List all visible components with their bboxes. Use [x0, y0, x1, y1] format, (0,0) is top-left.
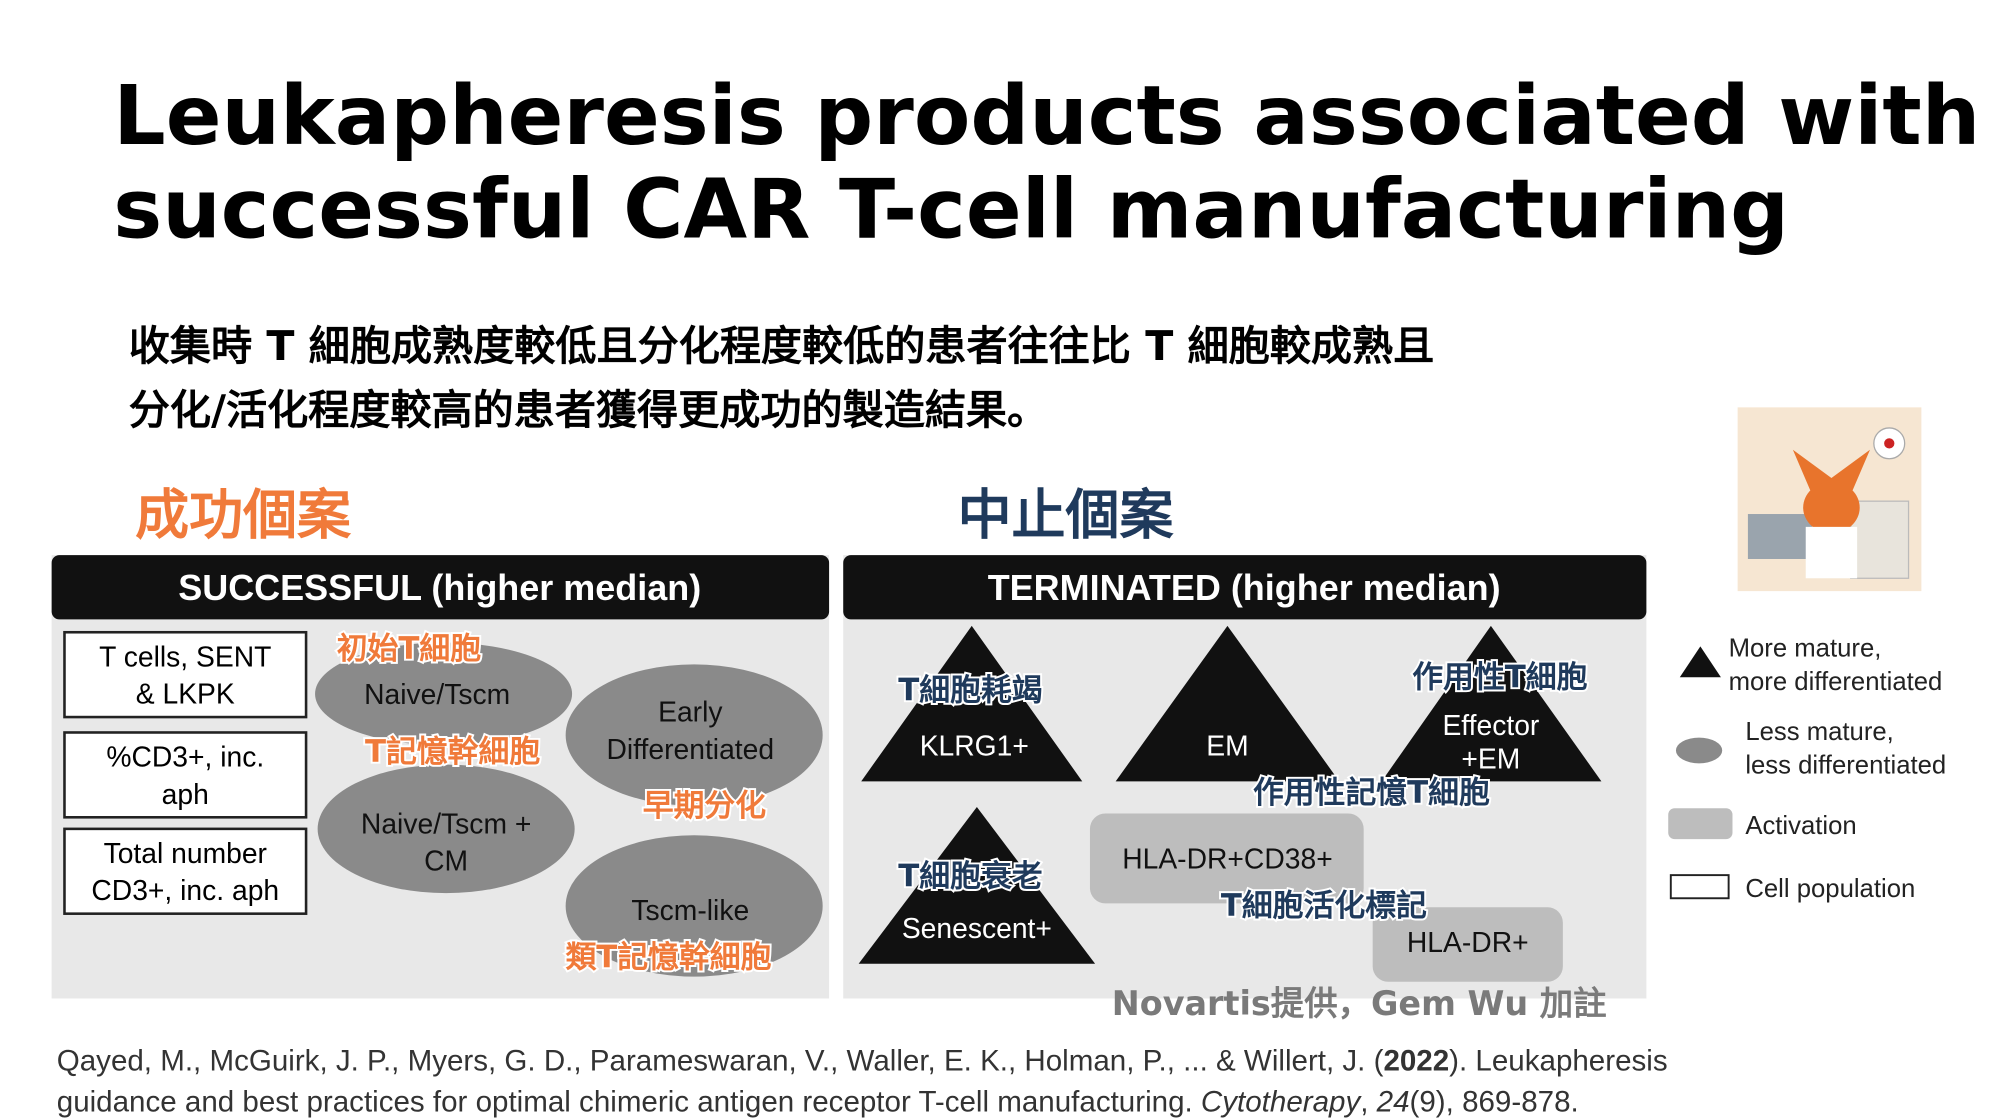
triangle — [858, 807, 1096, 964]
citation-year: 2022 — [1383, 1044, 1449, 1077]
legend-label: more differentiated — [1729, 668, 1943, 696]
activation-label: HLA-DR+ — [1407, 926, 1529, 958]
ellipse-label: Naive/Tscm + — [361, 807, 531, 839]
ellipse-label: CM — [424, 845, 468, 877]
citation-volume: 24 — [1376, 1086, 1410, 1118]
shapes — [63, 407, 1922, 982]
annotation: T細胞活化標記 — [1221, 888, 1427, 924]
activation-box — [1089, 813, 1364, 904]
activation-box — [1372, 907, 1563, 982]
legend-icon — [1668, 808, 1733, 840]
box — [63, 731, 308, 819]
triangle — [1115, 625, 1340, 782]
header: SUCCESSFUL (higher median) — [178, 567, 701, 608]
annotation: T細胞衰老 — [898, 859, 1042, 895]
panel-header — [51, 555, 830, 620]
triangle-label: KLRG1+ — [920, 730, 1029, 762]
triangle-label: Effector — [1442, 709, 1539, 741]
label: 中止個案 — [958, 483, 1175, 546]
citation-part: guidance and best practices for optimal … — [57, 1086, 1201, 1118]
citation: guidance and best practices for optimal … — [57, 1086, 1579, 1118]
box-label: CD3+, inc. aph — [91, 874, 279, 906]
ellipse — [565, 664, 823, 806]
triangle — [861, 625, 1083, 782]
box-label: Total number — [104, 837, 267, 869]
box-label: T cells, SENT — [99, 640, 271, 672]
citation-journal: Cytotherapy — [1201, 1086, 1363, 1118]
legend-label: Activation — [1745, 812, 1856, 840]
ellipse — [315, 642, 573, 746]
ellipse-label: Tscm-like — [631, 894, 749, 926]
legend-icon — [1675, 737, 1723, 764]
citation: Qayed, M., McGuirk, J. P., Myers, G. D.,… — [57, 1044, 1668, 1077]
title: successful CAR T-cell manufacturing — [113, 163, 1789, 258]
triangle-label: +EM — [1461, 742, 1520, 774]
box — [63, 827, 308, 915]
box-label: & LKPK — [136, 678, 235, 710]
annotation: T記憶幹細胞 — [365, 734, 540, 770]
triangle-label: Senescent+ — [902, 912, 1052, 944]
legend-icon — [1669, 874, 1730, 900]
panel-header — [843, 555, 1647, 620]
annotation: 作用性記憶T細胞 — [1253, 775, 1490, 811]
title: Leukapheresis products associated with — [113, 69, 1980, 164]
credit: Novartis提供，Gem Wu 加註 — [1112, 984, 1607, 1023]
annotation: T細胞耗竭 — [898, 672, 1042, 708]
ellipse-label: Early — [658, 696, 723, 728]
annotation: 類T記憶幹細胞 — [565, 940, 771, 976]
ellipse-label: Naive/Tscm — [364, 678, 510, 710]
ellipse-label: Differentiated — [606, 733, 774, 765]
triangle-label: EM — [1206, 730, 1248, 762]
legend-icon — [1679, 646, 1721, 678]
box — [63, 630, 308, 719]
ellipse — [565, 835, 823, 977]
annotation: 作用性T細胞 — [1412, 660, 1587, 696]
legend-label: less differentiated — [1745, 752, 1946, 780]
label: 成功個案 — [135, 483, 352, 546]
annotation: 早期分化 — [643, 788, 766, 824]
ellipse — [317, 764, 575, 894]
illustration — [1737, 407, 1922, 592]
subtitle: 分化/活化程度較高的患者獲得更成功的製造結果。 — [129, 386, 1048, 434]
citation-part: , — [1360, 1086, 1376, 1118]
triangle — [1381, 625, 1602, 782]
activation-label: HLA-DR+CD38+ — [1122, 843, 1333, 875]
annotation: 初始T細胞 — [337, 631, 482, 667]
legend-label: Less mature, — [1745, 718, 1893, 746]
subtitle: 收集時 T 細胞成熟度較低且分化程度較低的患者往往比 T 細胞較成熟且 — [129, 322, 1435, 370]
legend-label: Cell population — [1745, 875, 1915, 903]
citation-part: (9), 869-878. — [1410, 1086, 1579, 1118]
legend-label: More mature, — [1729, 635, 1882, 663]
box-label: aph — [162, 778, 209, 810]
header: TERMINATED (higher median) — [988, 567, 1501, 608]
citation-part: ). Leukapheresis — [1449, 1044, 1667, 1077]
box-label: %CD3+, inc. — [106, 741, 264, 773]
citation-part: Qayed, M., McGuirk, J. P., Myers, G. D.,… — [57, 1044, 1384, 1077]
